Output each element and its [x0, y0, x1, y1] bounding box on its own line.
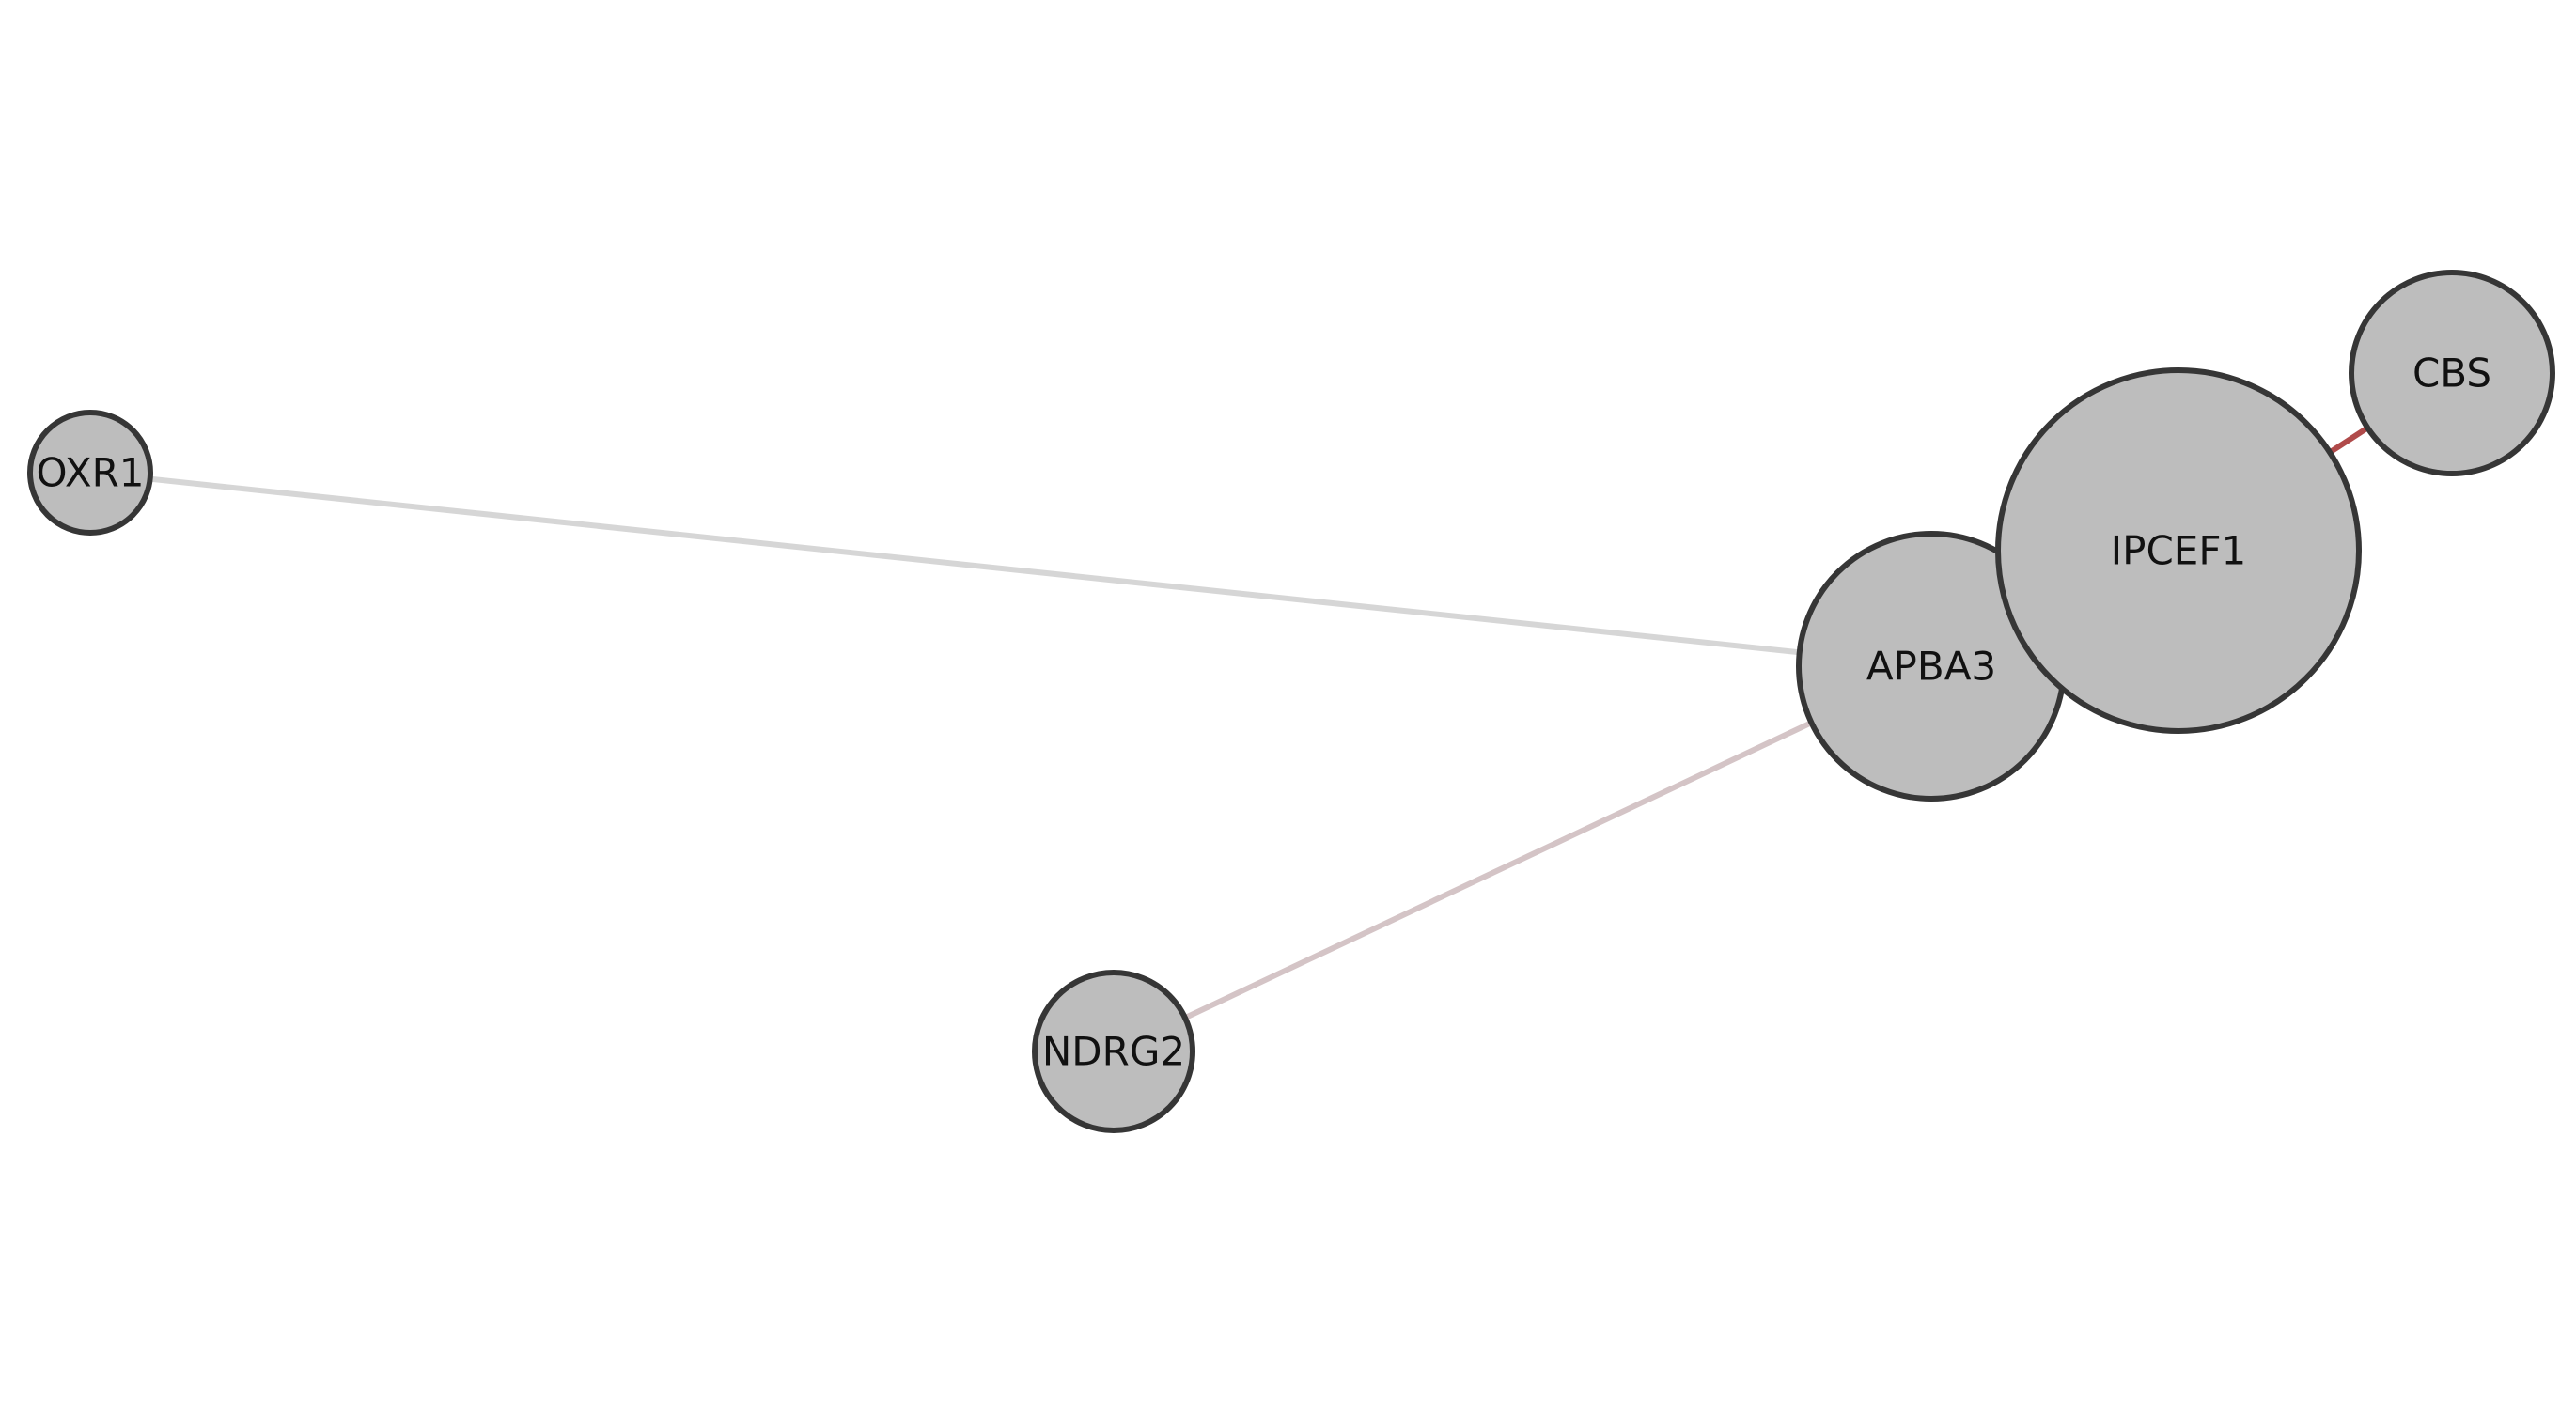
- node-oxr1[interactable]: OXR1: [30, 413, 150, 533]
- node-label-oxr1: OXR1: [36, 450, 144, 496]
- edge-oxr1-apba3: [90, 473, 1931, 666]
- edge-ndrg2-apba3: [1114, 666, 1931, 1051]
- node-label-apba3: APBA3: [1866, 644, 1996, 690]
- node-ndrg2[interactable]: NDRG2: [1035, 973, 1193, 1130]
- node-cbs[interactable]: CBS: [2351, 272, 2553, 474]
- node-label-ipcef1: IPCEF1: [2111, 528, 2246, 574]
- node-label-ndrg2: NDRG2: [1042, 1029, 1185, 1075]
- nodes-layer: OXR1 NDRG2 CBS APBA3 IPCEF1: [30, 272, 2553, 1130]
- node-ipcef1[interactable]: IPCEF1: [1998, 370, 2359, 731]
- node-label-cbs: CBS: [2412, 350, 2491, 397]
